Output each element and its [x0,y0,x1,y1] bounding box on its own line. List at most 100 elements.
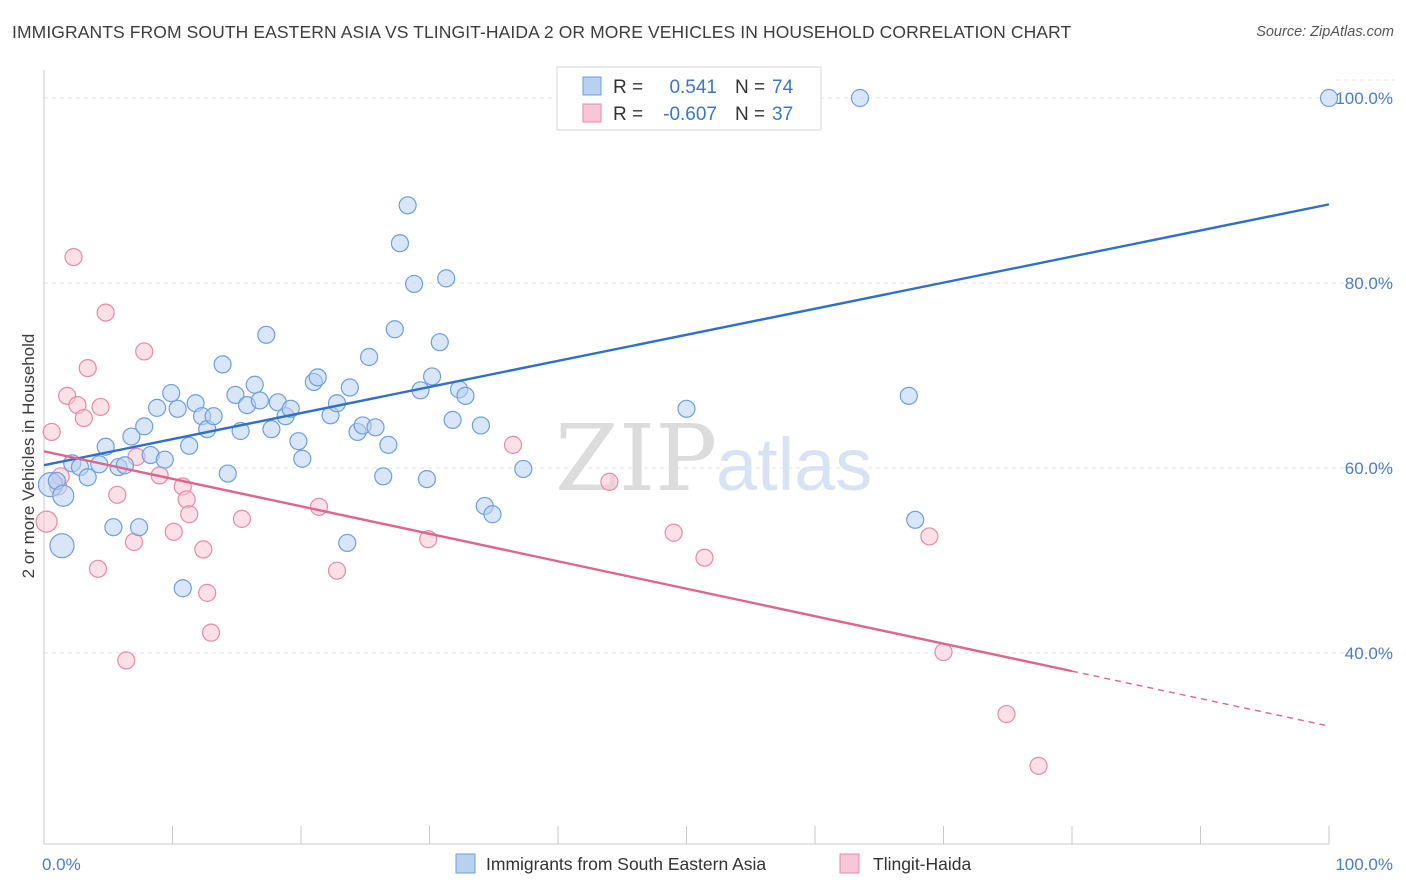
point-immigrants-17 [155,450,174,469]
point-immigrants-59 [430,333,449,352]
legend-top-swatch-pink [582,103,602,123]
tick-labels: 40.0% 60.0% 80.0% 100.0% 0.0% 100.0% [42,89,1393,874]
point-tlingit-29 [503,435,523,454]
point-tlingit-20 [177,490,196,509]
point-immigrants-9 [104,518,123,537]
legend-bottom-swatch-pink [839,853,860,874]
point-immigrants-52 [385,320,404,339]
source-credit: Source: ZipAtlas.com [1256,24,1394,40]
point-tlingit-36 [1029,756,1048,775]
legend-r-label-2: R = [613,104,643,125]
trend-line-tlingit-dashed [1071,670,1330,727]
point-immigrants-51 [379,435,398,454]
point-immigrants-66 [483,505,502,524]
point-tlingit-27 [327,561,347,580]
legend-top-swatch-blue [582,76,602,96]
point-immigrants-6 [78,468,97,487]
point-tlingit-21 [180,505,199,524]
point-tlingit-0 [35,510,58,533]
legend-bottom-label-pink: Tlingit-Haida [873,854,971,874]
point-tlingit-31 [664,523,683,542]
point-tlingit-35 [997,704,1016,724]
point-immigrants-63 [456,386,475,405]
point-immigrants-67 [514,459,533,479]
trend-line-immigrants [43,203,1330,467]
point-immigrants-37 [281,399,300,418]
legend-top: R = 0.541 N = 74 R = -0.607 N = 37 [556,66,822,131]
point-immigrants-11 [115,456,135,475]
point-immigrants-50 [374,467,393,486]
point-immigrants-48 [360,347,379,367]
point-immigrants-25 [204,407,223,426]
point-tlingit-22 [194,540,213,559]
trend-line-tlingit [43,450,1073,673]
point-tlingit-32 [695,548,714,567]
point-tlingit-8 [78,359,97,378]
point-immigrants-31 [245,375,264,394]
point-tlingit-13 [117,651,136,670]
point-tlingit-1 [42,422,61,442]
point-immigrants-16 [147,398,167,417]
point-tlingit-7 [74,408,93,428]
point-immigrants-58 [422,367,442,386]
point-immigrants-14 [135,417,154,436]
watermark-atlas: atlas [716,423,872,506]
point-tlingit-23 [198,583,217,602]
point-immigrants-57 [417,470,437,489]
point-tlingit-24 [201,623,221,642]
point-immigrants-12 [122,427,141,446]
point-immigrants-28 [226,385,245,405]
point-immigrants-45 [340,378,359,397]
point-immigrants-2 [52,484,75,507]
point-immigrants-41 [308,368,327,387]
point-immigrants-60 [437,269,456,288]
point-immigrants-55 [404,274,424,294]
point-tlingit-16 [135,342,154,361]
y-tick-label-3: 100.0% [1335,89,1393,108]
point-tlingit-5 [64,248,83,267]
point-tlingit-33 [920,527,939,546]
legend-bottom: Immigrants from South Eastern Asia Tling… [455,853,971,874]
point-immigrants-19 [168,399,187,418]
point-immigrants-64 [471,416,490,435]
point-immigrants-70 [899,386,918,405]
axes [43,70,1330,845]
y-tick-label-0: 40.0% [1345,644,1393,663]
legend-n-label-2: N = [735,104,765,125]
point-immigrants-72 [1319,88,1339,108]
legend-n-value-1: 74 [772,77,794,98]
legend-r-value-1: 0.541 [669,77,717,98]
legend-bottom-swatch-blue [455,853,476,874]
point-immigrants-3 [49,533,75,559]
watermark: ZIP atlas [555,405,872,512]
watermark-zip: ZIP [555,405,717,512]
point-tlingit-9 [88,559,108,578]
series-tlingit-haida-points [35,248,1048,775]
point-tlingit-25 [232,509,251,528]
x-tick-label-0: 0.0% [42,855,81,874]
legend-r-value-2: -0.607 [663,104,717,125]
point-immigrants-26 [213,355,232,374]
legend-bottom-label-blue: Immigrants from South Eastern Asia [486,854,766,874]
legend-n-value-2: 37 [772,104,793,125]
y-tick-label-2: 80.0% [1345,274,1393,293]
y-axis-label: 2 or more Vehicles in Household [19,334,38,579]
point-immigrants-49 [366,418,385,437]
point-immigrants-27 [218,464,237,483]
point-immigrants-69 [850,88,870,108]
point-immigrants-32 [250,391,269,410]
series-immigrants-points [37,88,1339,598]
point-immigrants-44 [338,533,357,553]
point-tlingit-12 [108,485,127,504]
point-immigrants-21 [180,436,199,455]
chart-title: IMMIGRANTS FROM SOUTH EASTERN ASIA VS TL… [12,22,1072,42]
point-immigrants-61 [443,410,462,429]
legend-n-label-1: N = [735,77,765,98]
y-tick-label-1: 60.0% [1345,459,1393,478]
trend-lines [43,203,1330,727]
point-tlingit-18 [164,522,183,541]
point-tlingit-10 [91,397,110,417]
point-immigrants-38 [289,432,308,451]
point-immigrants-54 [398,196,417,215]
